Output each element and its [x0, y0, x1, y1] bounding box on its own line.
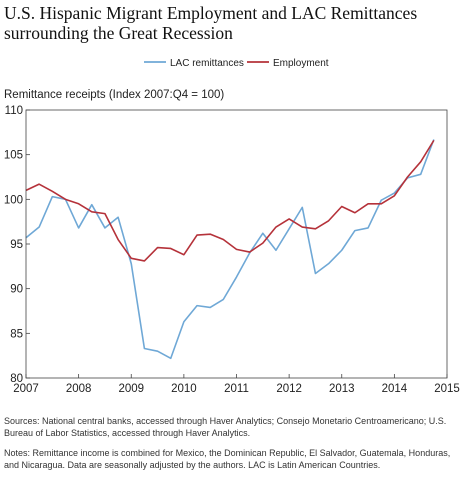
y-tick-label: 95 [10, 239, 23, 251]
methodology-note: Notes: Remittance income is combined for… [4, 448, 451, 470]
x-tick-label: 2010 [171, 383, 197, 395]
y-tick-label: 90 [10, 284, 23, 296]
x-tick-label: 2009 [118, 383, 144, 395]
legend-label-employment: Employment [273, 58, 329, 69]
x-tick-label: 2012 [276, 383, 302, 395]
x-tick-label: 2011 [224, 383, 249, 395]
y-tick-label: 80 [10, 373, 23, 385]
x-tick-label: 2014 [382, 383, 408, 395]
legend-label-lac-remittances: LAC remittances [170, 58, 244, 69]
y-axis-title: Remittance receipts (Index 2007:Q4 = 100… [4, 89, 225, 101]
x-tick-label: 2015 [434, 383, 460, 395]
y-tick-label: 100 [4, 194, 23, 206]
chart-title-line-2: surrounding the Great Recession [4, 23, 233, 43]
y-tick-label: 85 [10, 328, 23, 340]
x-tick-label: 2008 [66, 383, 92, 395]
series-line-employment [25, 139, 435, 262]
x-tick-label: 2007 [13, 383, 39, 395]
legend: LAC remittances Employment [144, 58, 329, 69]
x-tick-label: 2013 [329, 383, 355, 395]
y-tick-label: 110 [5, 105, 23, 117]
plot-lines [25, 139, 435, 360]
x-axis: 2007 2008 2009 2010 2011 2012 2013 2014 2015 [13, 374, 460, 395]
y-tick-label: 105 [4, 150, 23, 162]
chart-title: U.S. Hispanic Migrant Employment and LAC… [4, 3, 456, 43]
y-axis: 80 85 90 95 100 105 110 [4, 105, 30, 385]
chart-title-line-1: U.S. Hispanic Migrant Employment and LAC… [4, 3, 418, 23]
line-chart: LAC remittances Employment 80 85 90 95 100 105… [4, 58, 460, 395]
plot-frame [25, 109, 448, 379]
sources-note: Sources: National central banks, accesse… [4, 416, 447, 438]
series-line-lac-remittances [25, 139, 435, 360]
